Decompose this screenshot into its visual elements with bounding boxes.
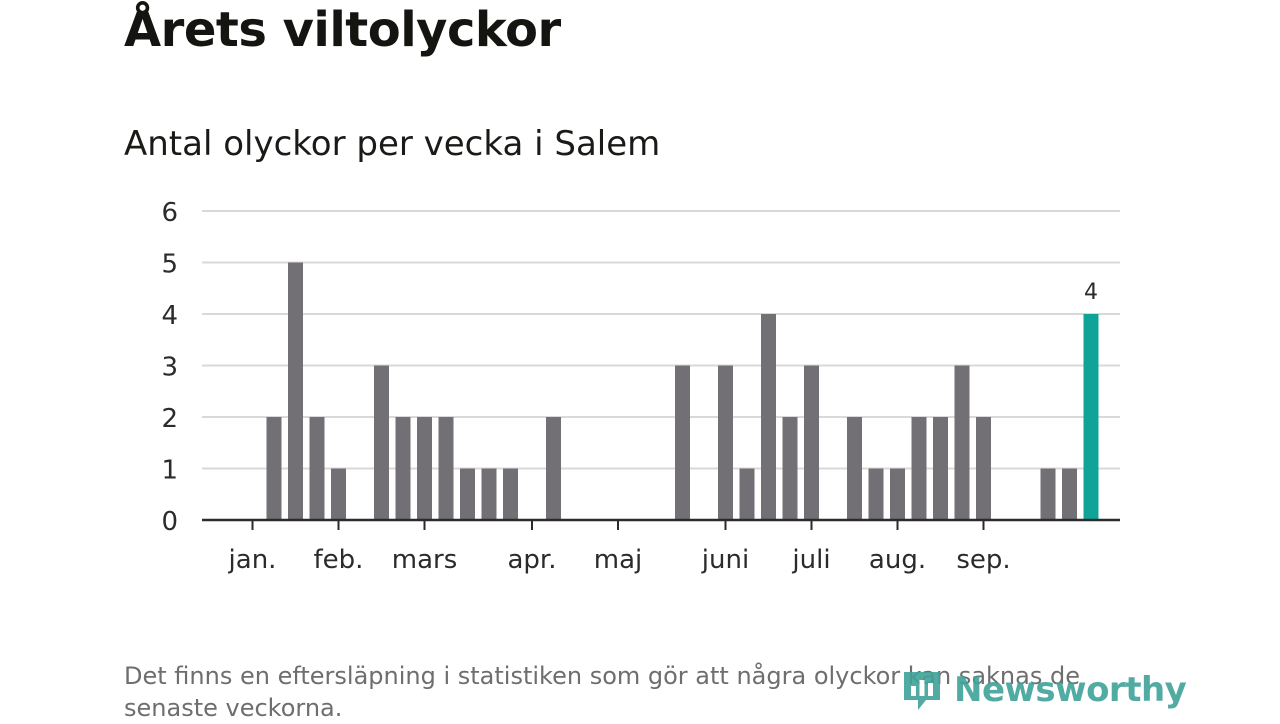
y-tick-label-5: 5 (161, 250, 178, 280)
month-label-apr: apr. (507, 545, 556, 575)
bar-week-24 (739, 468, 755, 520)
y-tick-label-4: 4 (161, 301, 178, 331)
bar-week-40 (1083, 314, 1099, 520)
month-label-mars: mars (392, 545, 458, 575)
bar-chart: 0 1 2 3 4 5 6 jan. feb. mars apr. maj juni juli aug. s… (161, 198, 1120, 575)
bar-week-2 (266, 417, 282, 520)
bar-week-21 (675, 365, 690, 520)
y-tick-label-2: 2 (161, 404, 178, 434)
bar-week-13 (503, 468, 518, 520)
y-axis-tick-labels: 0 1 2 3 4 5 6 (161, 198, 178, 537)
bar-week-26 (782, 417, 798, 520)
month-label-maj: maj (594, 545, 642, 575)
x-axis (202, 518, 1120, 530)
month-label-jan: jan. (228, 545, 277, 575)
month-label-juli: juli (791, 545, 830, 575)
data-labels: 4 (1084, 280, 1098, 305)
y-tick-label-0: 0 (161, 507, 178, 537)
bar-week-7 (374, 365, 389, 520)
bar-week-34 (954, 365, 970, 520)
data-label-last-week: 4 (1084, 280, 1098, 305)
bar-week-3 (288, 262, 303, 520)
bar-week-29 (847, 417, 862, 520)
bar-week-5 (331, 468, 346, 520)
x-axis-month-labels: jan. feb. mars apr. maj juni juli aug. sep. (228, 545, 1011, 575)
bar-week-39 (1062, 468, 1077, 520)
bar-week-23 (718, 365, 733, 520)
bar-week-9 (417, 417, 432, 520)
bar-week-11 (460, 468, 475, 520)
newsworthy-logo: Newsworthy (900, 668, 1187, 712)
y-tick-label-1: 1 (161, 456, 178, 486)
bar-week-38 (1040, 468, 1056, 520)
bar-week-27 (804, 365, 819, 520)
bar-week-32 (911, 417, 927, 520)
month-label-feb: feb. (314, 545, 364, 575)
bar-week-8 (395, 417, 411, 520)
bar-week-10 (438, 417, 454, 520)
y-tick-label-6: 6 (161, 198, 178, 228)
bar-week-15 (546, 417, 561, 520)
month-label-sep: sep. (956, 545, 1010, 575)
bar-week-35 (976, 417, 991, 520)
bar-week-31 (890, 468, 905, 520)
chart-subtitle: Antal olyckor per vecka i Salem (124, 124, 661, 164)
logo-text: Newsworthy (954, 670, 1187, 710)
month-label-aug: aug. (869, 545, 926, 575)
y-tick-label-3: 3 (161, 353, 178, 383)
month-label-juni: juni (701, 545, 749, 575)
newsworthy-logo-icon (904, 672, 940, 710)
bar-week-30 (868, 468, 884, 520)
bars (266, 262, 1099, 520)
bar-week-4 (309, 417, 325, 520)
bar-week-25 (761, 314, 776, 520)
bar-week-33 (933, 417, 948, 520)
chart-title: Årets viltolyckor (124, 2, 561, 58)
bar-week-12 (481, 468, 497, 520)
